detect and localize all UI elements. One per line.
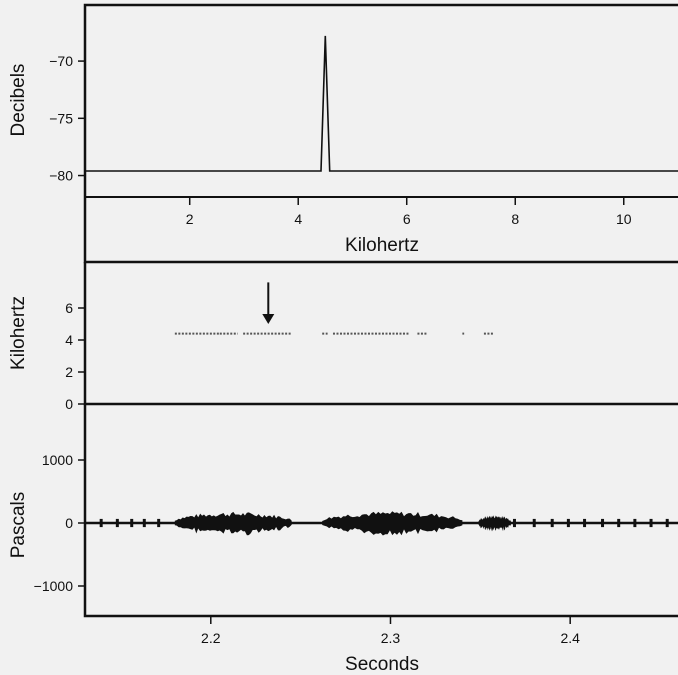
spectrogram-ytick-label: 0: [65, 396, 73, 412]
spectrogram-ytick-label: 4: [65, 332, 73, 348]
panel-frame-middle: [83, 262, 678, 406]
waveform-ytick-label: 0: [65, 515, 73, 531]
spectrum-line: [85, 35, 678, 172]
spectrogram-ytick-label: 6: [65, 300, 73, 316]
arrow-head: [262, 314, 275, 324]
spectrum-xtick-label: 6: [403, 211, 411, 227]
spectrum-ytick-label: −75: [49, 110, 73, 126]
spectrum-xlabel: Kilohertz: [345, 235, 419, 256]
waveform-burst: [478, 515, 511, 532]
panel-frame-bottom: [83, 404, 678, 618]
waveform-ylabel: Pascals: [8, 492, 29, 559]
panel-frame-top: [83, 3, 678, 264]
waveform-ytick-label: 1000: [42, 452, 73, 468]
spectrum-xtick-label: 2: [186, 211, 194, 227]
spectrum-ytick-label: −70: [49, 53, 73, 69]
spectrum-xtick-label: 10: [616, 211, 632, 227]
waveform-burst: [322, 511, 463, 536]
waveform-xtick-label: 2.2: [201, 630, 221, 646]
spectrum-ylabel: Decibels: [8, 64, 29, 137]
spectrum-xtick-label: 4: [294, 211, 302, 227]
waveform-ytick-label: −1000: [34, 578, 74, 594]
waveform-panel: −1000 0 1000 2.2 2.3 2.4 Pascals Seconds: [8, 404, 678, 675]
spectrogram-ytick-label: 2: [65, 364, 73, 380]
waveform-xlabel: Seconds: [345, 654, 419, 675]
spectrum-xtick-label: 8: [511, 211, 519, 227]
waveform-xtick-label: 2.3: [381, 630, 401, 646]
spectrum-ytick-label: −80: [49, 168, 73, 184]
waveform-xtick-label: 2.4: [560, 630, 580, 646]
spectrogram-ylabel: Kilohertz: [8, 296, 29, 370]
spectrogram-panel: 0 2 4 6 Kilohertz: [8, 262, 678, 412]
waveform-burst: [174, 511, 292, 536]
spectrum-panel: −80 −75 −70 2 4 6 8 10 Decibels Kilohertz: [8, 3, 678, 264]
